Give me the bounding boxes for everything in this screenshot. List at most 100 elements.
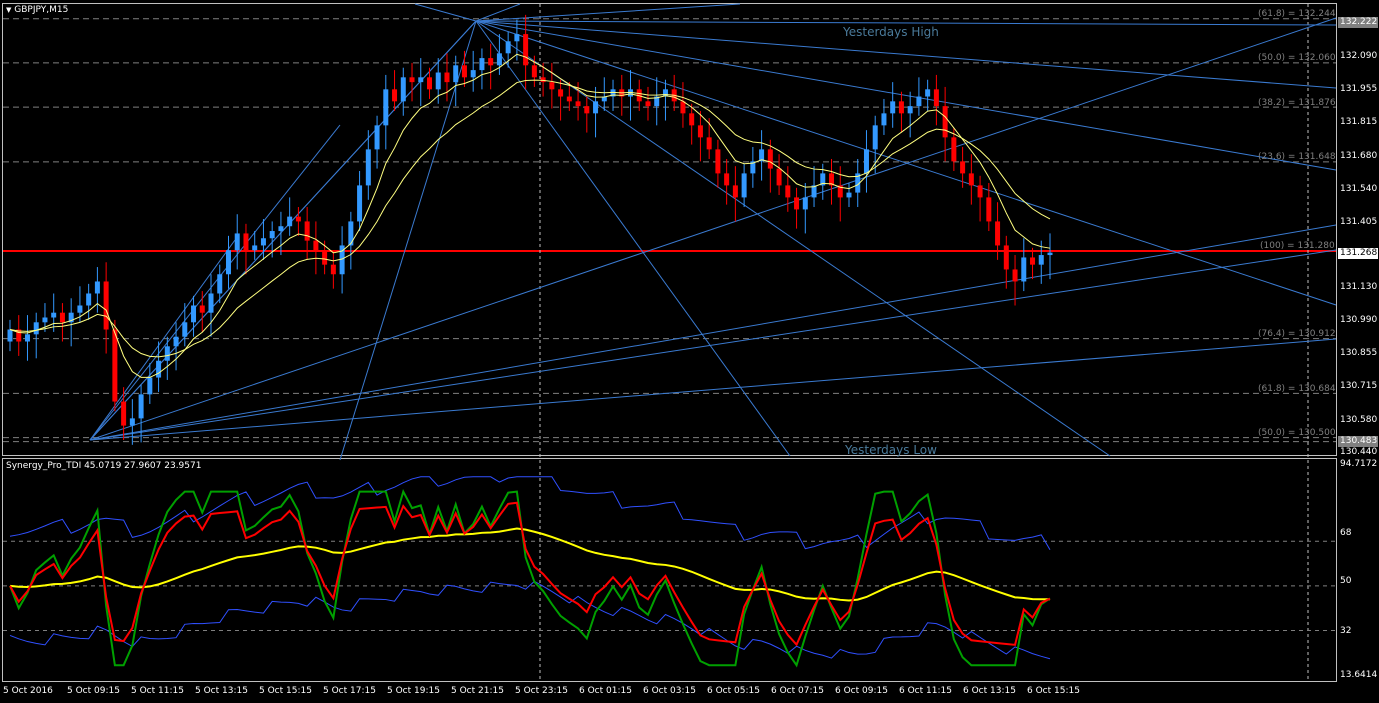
gann-fan-line [89,17,1337,441]
candle-body [1047,252,1053,256]
candle-body [287,216,293,227]
candle-body [225,250,231,275]
candle-body [103,281,109,330]
candle-body [33,322,39,335]
candle-body [863,149,869,174]
price-tick: 130.580 [1340,415,1378,425]
candle-body [977,185,983,198]
candle-body [523,34,529,66]
gann-fan-line [89,124,341,441]
candle-body [610,89,616,97]
candle-body [811,185,817,198]
candle-body [444,72,450,83]
volatility-band-upper [9,476,1051,550]
candle-body [365,149,371,186]
gann-fan-line [89,338,1337,441]
gann-fan-line [475,20,1337,89]
time-tick: 5 Oct 15:15 [259,686,312,696]
time-tick: 5 Oct 23:15 [515,686,568,696]
candle-body [540,77,546,83]
candle-body [741,173,747,198]
gann-fan-line [89,239,236,441]
candle-body [960,161,966,174]
candle-body [129,418,135,426]
time-tick: 6 Oct 03:15 [643,686,696,696]
time-tick: 6 Oct 11:15 [899,686,952,696]
fib-label: (100) = 131.280 [1260,241,1335,251]
candle-body [164,346,170,361]
indicator-panel[interactable] [2,458,1337,682]
price-chart-panel[interactable] [2,3,1337,456]
candle-body [1012,269,1018,282]
candle-body [1021,257,1027,282]
candle-body [409,77,415,83]
price-tick: 130.990 [1340,315,1378,325]
price-tick: 131.540 [1340,184,1378,194]
price-marker-top: 132.222 [1338,17,1378,28]
fib-label: (50.0) = 130.500 [1258,428,1336,438]
candle-body [496,53,502,66]
candle-body [907,106,913,114]
candle-body [1003,245,1009,270]
time-tick: 6 Oct 07:15 [771,686,824,696]
candle-body [42,317,48,323]
indicator-title: Synergy_Pro_TDI 45.0719 27.9607 23.9571 [6,461,202,471]
candle-body [295,216,301,222]
candle-body [400,77,406,102]
candle-body [942,106,948,138]
moving-average-fast [9,53,1051,378]
price-tick: 130.715 [1340,381,1378,391]
candle-body [156,360,162,378]
gann-fan-line [475,3,521,22]
candle-body [488,58,494,66]
candle-body [662,89,668,97]
candle-body [86,293,92,306]
candle-body [890,101,896,114]
fib-label: (76.4) = 130.912 [1258,329,1336,339]
candle-body [16,329,22,342]
candle-body [767,149,773,169]
time-tick: 5 Oct 21:15 [451,686,504,696]
gann-fan-line [339,20,477,461]
time-tick: 6 Oct 05:15 [707,686,760,696]
candle-body [269,231,275,239]
candle-body [392,89,398,102]
candle-body [628,89,634,97]
candle-body [584,106,590,114]
price-tick: 130.855 [1340,348,1378,358]
candle-body [505,41,511,54]
candle-body [732,185,738,198]
time-tick: 5 Oct 09:15 [67,686,120,696]
candle-body [829,173,835,186]
candle-body [7,329,13,342]
candle-body [217,274,223,294]
candle-body [59,312,65,323]
price-tick: 130.440 [1340,447,1378,457]
candle-body [260,238,266,246]
indicator-tick: 32 [1340,626,1352,636]
candle-body [191,305,197,323]
rsi-price-line [9,489,1051,668]
fib-label: (50.0) = 132.060 [1258,53,1336,63]
price-tick: 131.130 [1340,282,1378,292]
candle-body [435,72,441,90]
candle-body [479,58,485,71]
time-tick: 6 Oct 13:15 [963,686,1016,696]
candle-body [208,293,214,313]
candle-body [645,101,651,107]
candle-body [872,125,878,150]
candle-body [881,113,887,126]
candle-body [453,65,459,83]
indicator-tick: 94.7172 [1340,459,1378,469]
candle-body [182,322,188,337]
candle-body [68,312,74,323]
gann-fan-line [475,20,1111,457]
candle-body [1030,257,1036,265]
candle-body [925,89,931,97]
candle-body [785,185,791,198]
candle-body [846,192,852,198]
gann-fan-line [475,20,1337,306]
candle-body [898,101,904,114]
gann-fan-line [414,3,477,22]
